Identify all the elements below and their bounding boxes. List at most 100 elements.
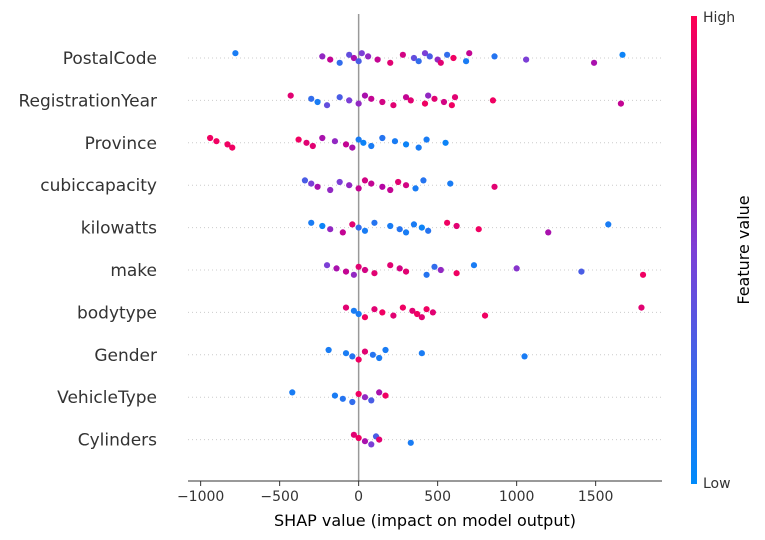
shap-dot (423, 136, 430, 143)
x-tick-label: 500 (424, 489, 451, 505)
shap-dot (327, 186, 334, 194)
x-tick-label: −500 (260, 489, 298, 505)
shap-dot (346, 97, 353, 104)
shap-dot (331, 392, 339, 399)
shap-dot (453, 270, 460, 277)
shap-dot (402, 94, 410, 101)
shap-dot (361, 177, 369, 184)
shap-dot (523, 56, 530, 63)
shap-dot (412, 185, 419, 192)
shap-dot (545, 229, 552, 236)
shap-dot (336, 59, 343, 66)
shap-dot (415, 144, 422, 151)
shap-dot (396, 265, 403, 272)
colorbar-title: Feature value (734, 195, 753, 304)
shap-dot (369, 351, 376, 358)
shap-dot (382, 392, 389, 399)
shap-dot (213, 138, 220, 145)
shap-dot (437, 266, 444, 274)
shap-dot (350, 307, 357, 314)
shap-dot (421, 50, 429, 57)
shap-dot (444, 51, 451, 58)
shap-dot (371, 306, 378, 313)
shap-dot (336, 94, 343, 101)
shap-dot (410, 221, 418, 228)
shap-dot (590, 59, 598, 66)
shap-dot (376, 389, 383, 396)
x-axis: −1000 −500 0 500 1000 1500 SHAP value (impact… (177, 480, 662, 530)
feature-label: bodytype (77, 303, 157, 323)
shap-dot (423, 271, 430, 278)
shap-dot (303, 139, 310, 146)
shap-dot (355, 434, 362, 442)
shap-dot (308, 219, 315, 226)
shap-dot (301, 177, 309, 184)
shap-dot (450, 54, 457, 62)
shap-dot (481, 312, 489, 319)
shap-dot (349, 144, 356, 151)
feature-labels: PostalCode RegistrationYear Province cubicc… (18, 49, 157, 451)
shap-dot (371, 219, 378, 226)
shap-dot (371, 270, 378, 277)
shap-dot (361, 438, 369, 445)
shap-dot (415, 58, 422, 65)
shap-dot (342, 268, 350, 275)
shap-dot (426, 53, 433, 60)
shap-dot (453, 222, 460, 230)
shap-dot (358, 50, 365, 57)
shap-dot (327, 56, 334, 63)
shap-dot (368, 142, 375, 150)
shap-dot (391, 138, 399, 145)
shap-dot (429, 309, 436, 316)
shap-dot (402, 182, 410, 189)
shap-dot (425, 92, 432, 99)
shap-dot (390, 102, 397, 109)
shap-dot (448, 102, 455, 109)
shap-dot (355, 100, 362, 107)
shap-dot (390, 312, 397, 319)
shap-dot (325, 346, 332, 354)
shap-dot (355, 310, 362, 318)
shap-dot (361, 348, 369, 355)
shap-dot (425, 227, 432, 234)
shap-dot (342, 350, 350, 357)
shap-dot (350, 431, 357, 438)
feature-label: RegistrationYear (18, 91, 157, 111)
shap-dot (368, 441, 375, 448)
shap-dot (339, 229, 346, 236)
shap-dot (333, 265, 340, 272)
feature-label: PostalCode (63, 49, 157, 69)
shap-dot (349, 353, 356, 360)
x-tick-label: 1000 (499, 489, 535, 505)
shap-dot (314, 183, 321, 190)
feature-label: make (110, 261, 157, 281)
shap-dot (289, 389, 296, 396)
shap-dot (418, 350, 425, 357)
shap-dot (399, 51, 406, 58)
shap-dot (374, 56, 381, 63)
feature-label: cubiccapacity (40, 176, 157, 196)
shap-dot (308, 180, 315, 187)
shap-dot (355, 263, 362, 270)
shap-dot (402, 141, 410, 148)
shap-dot (414, 310, 421, 318)
shap-dot (287, 92, 294, 99)
x-tick-label: 0 (354, 489, 363, 505)
colorbar-low-label: Low (703, 476, 731, 492)
shap-dot (379, 98, 386, 106)
feature-label: Gender (94, 346, 157, 366)
shap-dot (319, 134, 326, 142)
shap-dot (470, 262, 478, 269)
shap-dot (466, 50, 473, 57)
shap-dot (323, 102, 331, 109)
shap-dot (402, 229, 410, 236)
shap-dot (395, 178, 402, 186)
shap-dot (355, 224, 362, 231)
shap-dot (379, 134, 386, 142)
shap-dot (232, 50, 239, 57)
shap-dot (420, 177, 427, 184)
shap-dot (361, 314, 369, 321)
shap-dot (361, 266, 369, 274)
shap-dot (355, 390, 362, 398)
